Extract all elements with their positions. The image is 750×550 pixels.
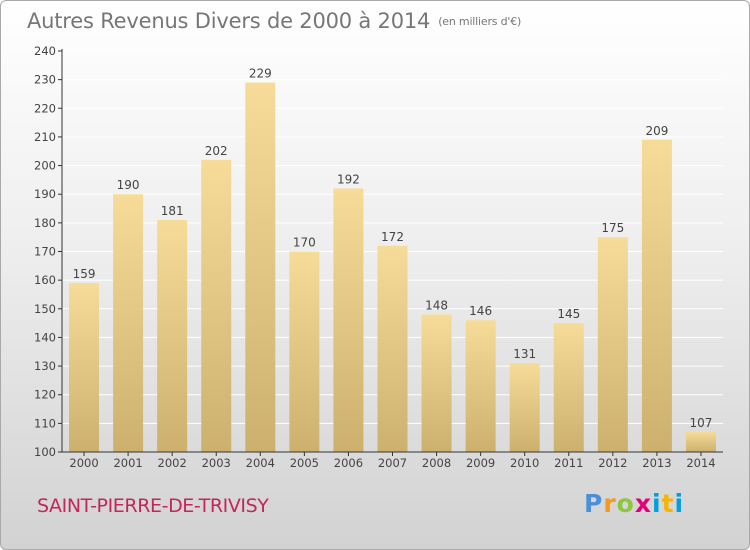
- chart-subtitle: (en milliers d'€): [438, 15, 522, 28]
- bar: [157, 219, 188, 452]
- chart-title: Autres Revenus Divers de 2000 à 2014 (en …: [27, 9, 521, 33]
- labels: 100 110 120 130 140 150 160 170 180 190 200 210 220 2…: [34, 44, 716, 470]
- y-tick-label: 220: [34, 101, 56, 115]
- y-tick-label: 240: [34, 44, 56, 58]
- bar-value-label: 148: [425, 299, 448, 313]
- bar: [465, 320, 496, 452]
- y-tick-label: 100: [34, 445, 56, 459]
- bar: [245, 82, 276, 452]
- bar: [333, 188, 364, 452]
- bar-value-label: 159: [73, 267, 96, 281]
- bar: [509, 363, 540, 452]
- x-tick-label: 2008: [422, 456, 451, 470]
- x-tick-label: 2000: [69, 456, 98, 470]
- bar: [421, 314, 452, 452]
- bar-value-label: 131: [513, 347, 536, 361]
- bar-value-label: 172: [381, 230, 404, 244]
- x-tick-label: 2006: [334, 456, 363, 470]
- y-tick-label: 110: [34, 416, 56, 430]
- bars: [69, 82, 716, 453]
- bar-value-label: 192: [337, 172, 360, 186]
- bar-value-label: 175: [601, 221, 624, 235]
- bar-value-label: 170: [293, 236, 316, 250]
- bar-value-label: 146: [469, 304, 492, 318]
- bar: [289, 251, 320, 452]
- x-tick-label: 2014: [686, 456, 715, 470]
- bar: [597, 237, 628, 452]
- bar-value-label: 190: [117, 178, 140, 192]
- bar-value-label: 145: [557, 307, 580, 321]
- bar-value-label: 209: [645, 124, 668, 138]
- x-tick-label: 2004: [246, 456, 275, 470]
- bar-value-label: 181: [161, 204, 184, 218]
- bar: [553, 323, 584, 452]
- bar: [377, 245, 408, 452]
- y-tick-label: 200: [34, 159, 56, 173]
- y-tick-label: 150: [34, 302, 56, 316]
- y-tick-label: 130: [34, 359, 56, 373]
- y-tick-label: 180: [34, 216, 56, 230]
- bar: [201, 159, 232, 453]
- bar: [113, 194, 144, 452]
- bar: [685, 431, 716, 452]
- bar: [69, 283, 100, 452]
- bar-value-label: 107: [690, 416, 713, 430]
- x-tick-label: 2009: [466, 456, 495, 470]
- chart-title-text: Autres Revenus Divers de 2000 à 2014: [27, 9, 431, 33]
- x-tick-label: 2002: [158, 456, 187, 470]
- bar-value-label: 229: [249, 67, 272, 81]
- x-tick-label: 2012: [598, 456, 627, 470]
- y-tick-label: 170: [34, 245, 56, 259]
- x-tick-label: 2003: [202, 456, 231, 470]
- y-tick-label: 210: [34, 130, 56, 144]
- proxiti-logo: Proxiti: [584, 489, 685, 518]
- bar-value-label: 202: [205, 144, 228, 158]
- y-tick-label: 140: [34, 330, 56, 344]
- x-tick-label: 2010: [510, 456, 539, 470]
- x-tick-label: 2007: [378, 456, 407, 470]
- x-tick-label: 2005: [290, 456, 319, 470]
- x-tick-label: 2013: [642, 456, 671, 470]
- x-tick-label: 2011: [554, 456, 583, 470]
- y-tick-label: 120: [34, 388, 56, 402]
- bar: [641, 139, 672, 453]
- x-tick-label: 2001: [113, 456, 142, 470]
- location-name: SAINT-PIERRE-DE-TRIVISY: [37, 495, 269, 517]
- y-tick-label: 190: [34, 187, 56, 201]
- y-tick-label: 160: [34, 273, 56, 287]
- y-tick-label: 230: [34, 73, 56, 87]
- axes: [58, 49, 723, 456]
